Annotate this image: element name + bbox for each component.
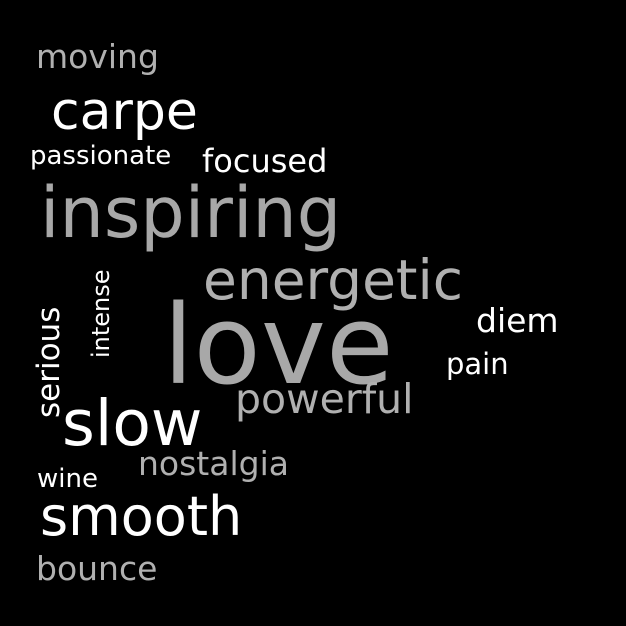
word-bounce: bounce — [36, 549, 158, 588]
word-nostalgia: nostalgia — [138, 444, 289, 483]
word-serious: serious — [31, 306, 67, 418]
word-diem: diem — [476, 301, 559, 340]
word-love: love — [163, 281, 394, 409]
word-inspiring: inspiring — [40, 172, 342, 254]
word-wine: wine — [37, 464, 98, 494]
word-powerful: powerful — [235, 375, 414, 423]
word-smooth: smooth — [40, 485, 243, 548]
word-energetic: energetic — [203, 248, 464, 312]
word-intense: intense — [87, 269, 115, 358]
word-slow: slow — [62, 387, 203, 460]
word-moving: moving — [36, 37, 159, 76]
word-carpe: carpe — [51, 82, 198, 142]
word-passionate: passionate — [30, 141, 172, 171]
word-focused: focused — [202, 142, 328, 180]
word-pain: pain — [446, 347, 509, 381]
